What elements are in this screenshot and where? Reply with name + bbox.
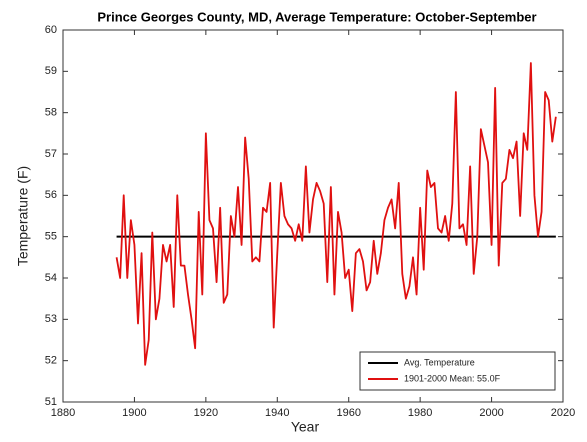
legend-label: Avg. Temperature — [404, 357, 475, 367]
y-axis-label: Temperature (F) — [15, 166, 31, 266]
x-tick-label: 1880 — [51, 407, 75, 419]
y-tick-label: 56 — [45, 189, 57, 201]
series-line — [115, 62, 557, 366]
y-tick-label: 53 — [45, 313, 57, 325]
chart-title: Prince Georges County, MD, Average Tempe… — [97, 9, 536, 24]
x-tick-label: 2020 — [551, 407, 575, 419]
x-tick-label: 1980 — [408, 407, 432, 419]
x-tick-label: 1900 — [122, 407, 146, 419]
y-tick-label: 55 — [45, 231, 57, 243]
y-tick-label: 60 — [45, 24, 57, 36]
x-tick-label: 1960 — [336, 407, 360, 419]
y-tick-label: 59 — [45, 65, 57, 77]
x-axis-label: Year — [291, 419, 320, 435]
y-tick-label: 52 — [45, 355, 57, 367]
plot-frame — [62, 29, 564, 403]
x-tick-label: 1940 — [265, 407, 289, 419]
y-tick-label: 54 — [45, 272, 57, 284]
y-tick-label: 58 — [45, 107, 57, 119]
y-tick-label: 57 — [45, 148, 57, 160]
x-tick-label: 1920 — [194, 407, 218, 419]
legend-label: 1901-2000 Mean: 55.0F — [404, 373, 501, 383]
x-tick-label: 2000 — [479, 407, 503, 419]
legend-box — [359, 351, 556, 391]
y-tick-label: 51 — [45, 396, 57, 408]
